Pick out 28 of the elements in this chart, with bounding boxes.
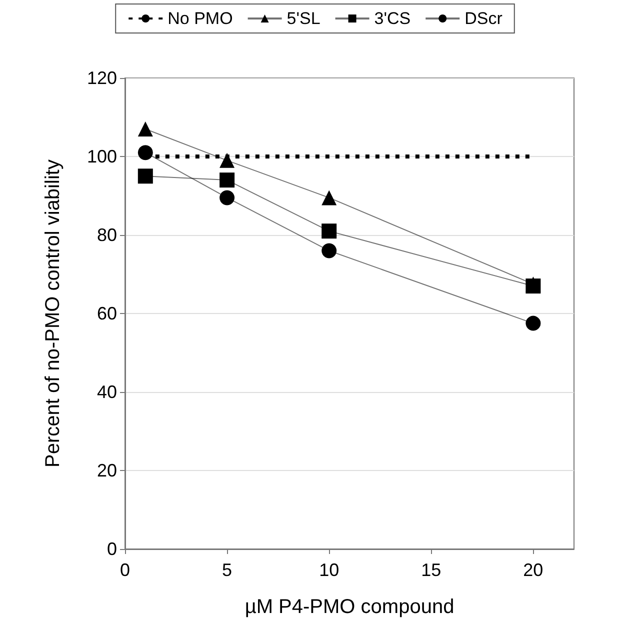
y-tick-label: 80 [96, 225, 117, 245]
point [138, 122, 153, 137]
point [220, 172, 235, 188]
y-tick-label: 0 [106, 539, 117, 559]
y-tick-label: 40 [96, 382, 117, 402]
point [322, 243, 337, 258]
point [138, 145, 153, 160]
y-tick-label: 120 [86, 68, 117, 88]
point [322, 224, 337, 239]
x-tick-label: 0 [120, 560, 130, 580]
point [220, 190, 235, 206]
y-tick-label: 60 [96, 304, 117, 324]
legend-label: 3'CS [374, 9, 411, 28]
x-axis-title: µM P4-PMO compound [244, 596, 454, 618]
x-tick-label: 5 [222, 560, 232, 580]
y-tick-label: 20 [96, 460, 117, 480]
legend-label: DScr [464, 9, 503, 28]
point [322, 190, 337, 206]
y-axis-title: Percent of no-PMO control viability [42, 160, 64, 468]
x-tick-label: 20 [523, 560, 544, 580]
legend-label: 5'SL [286, 9, 320, 28]
point [138, 168, 153, 184]
x-tick-label: 15 [421, 560, 442, 580]
y-tick-label: 100 [86, 146, 117, 166]
point [220, 152, 235, 168]
x-tick-label: 10 [319, 560, 340, 580]
legend-label: No PMO [168, 9, 233, 28]
point [526, 316, 541, 331]
